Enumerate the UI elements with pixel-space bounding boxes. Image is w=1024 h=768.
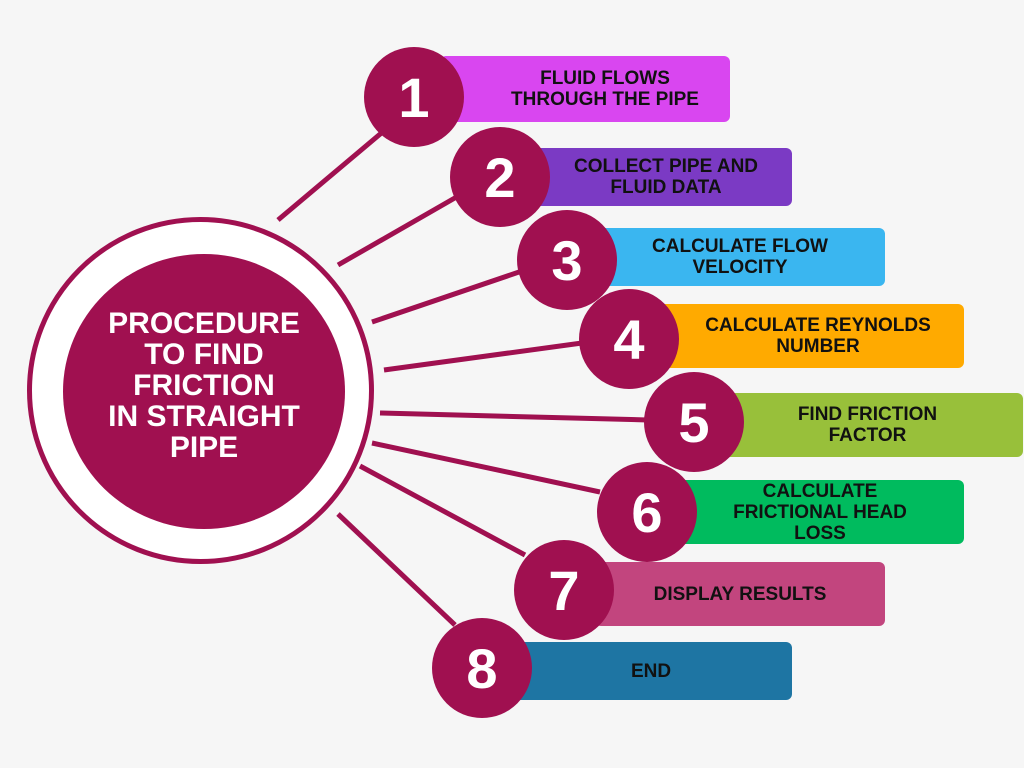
step-8-number: 8 [466, 636, 498, 700]
step-7-number-circle: 7 [514, 540, 614, 640]
step-6-number-circle: 6 [597, 462, 697, 562]
connector-line-5 [379, 410, 649, 423]
connector-line-8 [336, 512, 457, 627]
step-2-number: 2 [484, 145, 516, 209]
hub-circle: PROCEDURE TO FIND FRICTION IN STRAIGHT P… [63, 254, 345, 529]
connector-line-7 [358, 463, 527, 558]
step-5-number: 5 [678, 390, 710, 454]
step-4-number-circle: 4 [579, 289, 679, 389]
step-5-label: FIND FRICTION FACTOR [797, 404, 938, 446]
step-4-label: CALCULATE REYNOLDS NUMBER [705, 315, 931, 357]
connector-line-2 [336, 192, 462, 268]
step-7-label: DISPLAY RESULTS [653, 583, 827, 605]
connector-line-6 [371, 440, 601, 495]
step-5-bar: FIND FRICTION FACTOR [712, 393, 1023, 457]
step-1-bar: FLUID FLOWS THROUGH THE PIPE [440, 56, 730, 122]
step-6-bar: CALCULATE FRICTIONAL HEAD LOSS [676, 480, 964, 544]
step-8-number-circle: 8 [432, 618, 532, 718]
hub-title: PROCEDURE TO FIND FRICTION IN STRAIGHT P… [108, 307, 300, 464]
step-2-label: COLLECT PIPE AND FLUID DATA [573, 156, 759, 198]
step-2-number-circle: 2 [450, 127, 550, 227]
step-1-label: FLUID FLOWS THROUGH THE PIPE [511, 68, 699, 110]
step-3-number-circle: 3 [517, 210, 617, 310]
step-4-bar: CALCULATE REYNOLDS NUMBER [658, 304, 964, 368]
step-6-label: CALCULATE FRICTIONAL HEAD LOSS [733, 480, 907, 544]
step-7-bar: DISPLAY RESULTS [595, 562, 885, 626]
step-6-number: 6 [631, 480, 663, 544]
connector-line-4 [383, 340, 583, 373]
connector-line-3 [371, 267, 526, 325]
step-8-label: END [630, 660, 672, 682]
step-5-number-circle: 5 [644, 372, 744, 472]
step-2-bar: COLLECT PIPE AND FLUID DATA [530, 148, 792, 206]
step-3-number: 3 [551, 228, 583, 292]
step-4-number: 4 [613, 307, 645, 371]
step-1-number: 1 [398, 65, 430, 129]
step-3-bar: CALCULATE FLOW VELOCITY [595, 228, 885, 286]
step-7-number: 7 [548, 558, 580, 622]
step-3-label: CALCULATE FLOW VELOCITY [652, 236, 828, 278]
step-1-number-circle: 1 [364, 47, 464, 147]
connector-line-1 [276, 128, 387, 222]
step-8-bar: END [510, 642, 792, 700]
